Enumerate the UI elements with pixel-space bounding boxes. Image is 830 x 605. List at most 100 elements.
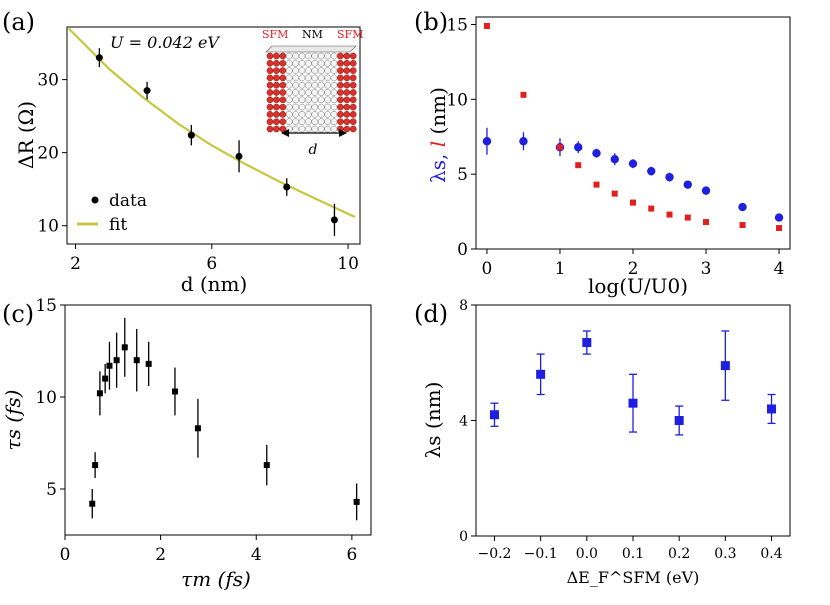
panel-a-xlabel: d (nm) (181, 272, 248, 296)
panel-a-legend: data fit (77, 191, 147, 235)
data-point (774, 213, 784, 222)
data-point (89, 500, 96, 507)
panel-c-frame (64, 304, 372, 536)
sfm-atom (273, 118, 280, 126)
data-point (353, 498, 360, 505)
sfm-atom (279, 111, 287, 118)
nm-atom (311, 103, 319, 111)
sfm-atom (266, 74, 274, 82)
ylabel-lambda: λs, (426, 154, 450, 183)
data-point (283, 183, 291, 191)
sfm-atom (273, 103, 280, 111)
xtick-label: −0.2 (477, 546, 511, 562)
ylabel-unit: (nm) (426, 87, 450, 141)
nm-atom (311, 96, 319, 104)
data-point (628, 159, 638, 168)
sfm-atom (266, 81, 274, 89)
data-point (106, 362, 113, 369)
nm-atom (305, 103, 312, 111)
sfm-atom (266, 96, 274, 104)
nm-atom (292, 74, 299, 82)
panel-a-ticks: 2 6 10 10 20 30 (37, 71, 359, 274)
data-point (674, 416, 684, 425)
nm-atom (324, 59, 331, 67)
ytick-label: 5 (457, 165, 468, 185)
nm-atom (305, 89, 312, 96)
ylabel-l: l (426, 141, 450, 154)
nm-atom (311, 81, 319, 89)
ytick-label: 8 (459, 298, 468, 314)
nm-atom (311, 111, 319, 118)
sfm-atom (343, 103, 351, 111)
nm-atom (317, 74, 325, 82)
sfm-atom (337, 59, 344, 67)
data-point (574, 143, 583, 152)
nm-atom (311, 118, 319, 126)
nm-atom (298, 125, 306, 133)
sfm-atom (343, 59, 351, 67)
nm-atom (317, 111, 325, 118)
sfm-atom (337, 81, 344, 89)
data-point (575, 162, 582, 169)
nm-atom (311, 74, 319, 82)
data-point (482, 137, 492, 146)
sfm-atom (349, 96, 357, 104)
data-point (703, 219, 710, 226)
sfm-atom (349, 125, 357, 133)
panel-d: −0.2 −0.1 0.0 0.1 0.2 0.3 0.4 0 4 8 ΔE_F^SFM (eV)… (421, 298, 791, 587)
ytick-label: 10 (35, 388, 57, 408)
nm-atom (324, 96, 331, 104)
xtick-label: 0.4 (760, 546, 782, 562)
data-point (776, 225, 783, 232)
nm-atom (292, 96, 299, 104)
nm-atom (324, 89, 331, 96)
nm-atom (292, 125, 299, 133)
data-point (701, 186, 711, 195)
panel-a-annotation: U = 0.042 eV (110, 33, 220, 52)
panel-a-points (95, 48, 338, 236)
xtick-label: 6 (206, 254, 217, 274)
sfm-atom (279, 89, 287, 96)
nm-atom (285, 52, 293, 60)
inset-arrow-left-head (281, 129, 289, 137)
sfm-atom (273, 74, 280, 82)
sfm-atom (266, 52, 274, 60)
sfm-atom (273, 81, 280, 89)
sfm-atom (343, 81, 351, 89)
sfm-atom (279, 67, 287, 74)
sfm-atom (343, 67, 351, 74)
nm-atom (285, 81, 293, 89)
data-point (666, 211, 673, 218)
nm-atom (292, 81, 299, 89)
sfm-atom (337, 67, 344, 74)
sfm-atom (266, 89, 274, 96)
nm-atom (305, 111, 312, 118)
ytick-label: 0 (459, 529, 468, 545)
xtick-label: 0.0 (576, 546, 598, 562)
xtick-label: 4 (774, 259, 785, 279)
data-point (187, 131, 195, 139)
sfm-atom (349, 103, 357, 111)
nm-atom (292, 118, 299, 126)
data-point (556, 144, 563, 151)
nm-atom (330, 59, 338, 67)
panel-b-ticks: 0 1 2 3 4 0 5 10 15 (446, 15, 784, 279)
inset-dimension-label: d (309, 142, 318, 158)
sfm-atom (349, 52, 357, 60)
xtick-label: 3 (701, 259, 712, 279)
sfm-atom (349, 89, 357, 96)
nm-atom (330, 118, 338, 126)
data-point (720, 361, 730, 371)
nm-atom (324, 103, 331, 111)
nm-atom (305, 52, 312, 60)
nm-atom (311, 125, 319, 133)
data-point (171, 388, 178, 395)
panel-b-ylabel: λs, l (nm) (426, 87, 450, 183)
data-point (133, 357, 140, 364)
nm-atom (330, 125, 338, 133)
nm-atom (298, 59, 306, 67)
nm-atom (311, 59, 319, 67)
panel-a: 2 6 10 10 20 30 U = 0.042 eV d (nm) ΔR (Ω) da… (14, 26, 363, 296)
xtick-label: 2 (628, 259, 639, 279)
sfm-atom (266, 67, 274, 74)
